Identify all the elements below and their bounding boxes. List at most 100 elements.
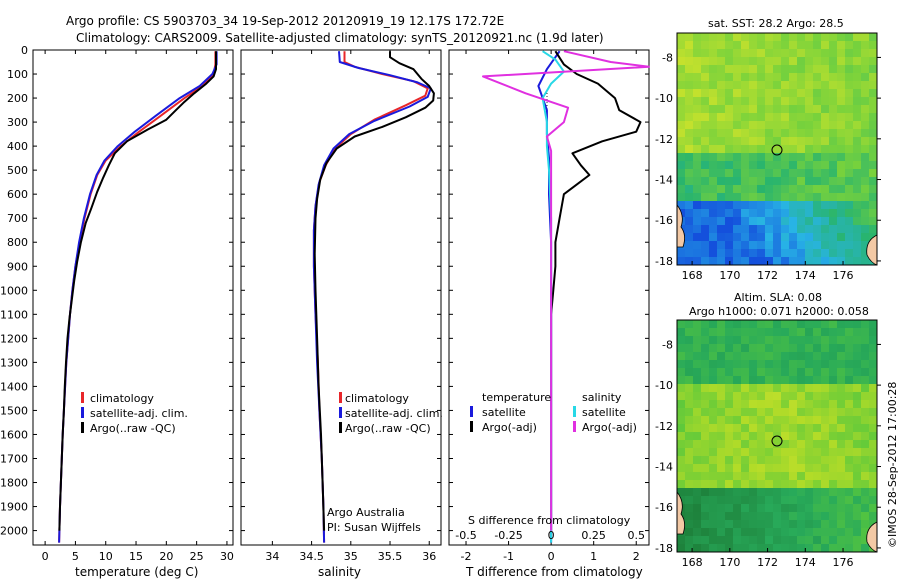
map-cell	[781, 432, 790, 441]
map-cell	[869, 209, 878, 218]
map-cell	[837, 57, 846, 66]
map-cell	[765, 137, 774, 146]
map-cell	[733, 33, 742, 42]
map-cell	[765, 360, 774, 369]
map-cell	[725, 536, 734, 545]
map-cell	[853, 336, 862, 345]
map-cell	[869, 408, 878, 417]
map-cell	[749, 201, 758, 210]
map-cell	[709, 408, 718, 417]
map-cell	[685, 129, 694, 138]
map-cell	[757, 33, 766, 42]
map-cell	[813, 344, 822, 353]
map-cell	[725, 424, 734, 433]
map-cell	[797, 129, 806, 138]
map-cell	[741, 193, 750, 202]
map-cell	[845, 145, 854, 154]
map-cell	[845, 225, 854, 234]
map-cell	[781, 440, 790, 449]
map-cell	[829, 137, 838, 146]
lon-tick-label: 168	[682, 556, 703, 569]
sla-map-frame	[676, 319, 878, 553]
map-cell	[709, 153, 718, 162]
map-cell	[869, 81, 878, 90]
map-cell	[829, 432, 838, 441]
map-cell	[861, 169, 870, 178]
map-cell	[733, 464, 742, 473]
map-cell	[741, 65, 750, 74]
map-cell	[757, 97, 766, 106]
map-cell	[701, 257, 710, 266]
map-cell	[709, 185, 718, 194]
map-cell	[741, 153, 750, 162]
map-cell	[741, 520, 750, 529]
map-cell	[701, 177, 710, 186]
map-cell	[789, 376, 798, 385]
map-cell	[853, 488, 862, 497]
map-cell	[765, 456, 774, 465]
map-cell	[853, 384, 862, 393]
map-cell	[837, 472, 846, 481]
map-cell	[813, 464, 822, 473]
map-cell	[741, 177, 750, 186]
map-cell	[709, 145, 718, 154]
map-cell	[757, 440, 766, 449]
map-cell	[757, 257, 766, 266]
map-cell	[749, 209, 758, 218]
map-cell	[845, 528, 854, 537]
map-cell	[701, 169, 710, 178]
map-cell	[813, 496, 822, 505]
map-cell	[693, 177, 702, 186]
map-cell	[813, 41, 822, 50]
map-cell	[837, 544, 846, 553]
map-cell	[725, 73, 734, 82]
map-cell	[685, 352, 694, 361]
lat-tick-label: -10	[655, 92, 673, 105]
map-cell	[685, 201, 694, 210]
map-cell	[861, 225, 870, 234]
map-cell	[845, 41, 854, 50]
map-cell	[773, 336, 782, 345]
map-cell	[813, 241, 822, 250]
map-cell	[813, 113, 822, 122]
map-cell	[765, 41, 774, 50]
map-cell	[813, 217, 822, 226]
map-cell	[765, 81, 774, 90]
map-cell	[757, 49, 766, 58]
map-cell	[677, 320, 686, 329]
map-cell	[733, 209, 742, 218]
map-cell	[845, 137, 854, 146]
y-tick-label: 0	[21, 44, 28, 57]
map-cell	[757, 145, 766, 154]
map-cell	[797, 193, 806, 202]
map-cell	[685, 137, 694, 146]
map-cell	[837, 504, 846, 513]
map-cell	[741, 41, 750, 50]
map-cell	[765, 225, 774, 234]
map-cell	[773, 113, 782, 122]
map-cell	[781, 225, 790, 234]
map-cell	[869, 400, 878, 409]
map-cell	[717, 121, 726, 130]
map-cell	[829, 360, 838, 369]
map-cell	[701, 121, 710, 130]
map-cell	[693, 440, 702, 449]
map-cell	[733, 320, 742, 329]
map-cell	[789, 408, 798, 417]
map-cell	[709, 448, 718, 457]
map-cell	[821, 217, 830, 226]
map-cell	[773, 209, 782, 218]
map-cell	[821, 81, 830, 90]
map-cell	[813, 320, 822, 329]
map-cell	[765, 177, 774, 186]
map-cell	[869, 105, 878, 114]
map-cell	[717, 129, 726, 138]
map-cell	[821, 169, 830, 178]
map-cell	[821, 360, 830, 369]
lat-tick-label: -18	[655, 542, 673, 555]
map-cell	[773, 225, 782, 234]
map-cell	[837, 512, 846, 521]
map-cell	[765, 504, 774, 513]
map-cell	[853, 448, 862, 457]
legend-swatch-climatology	[339, 392, 342, 403]
